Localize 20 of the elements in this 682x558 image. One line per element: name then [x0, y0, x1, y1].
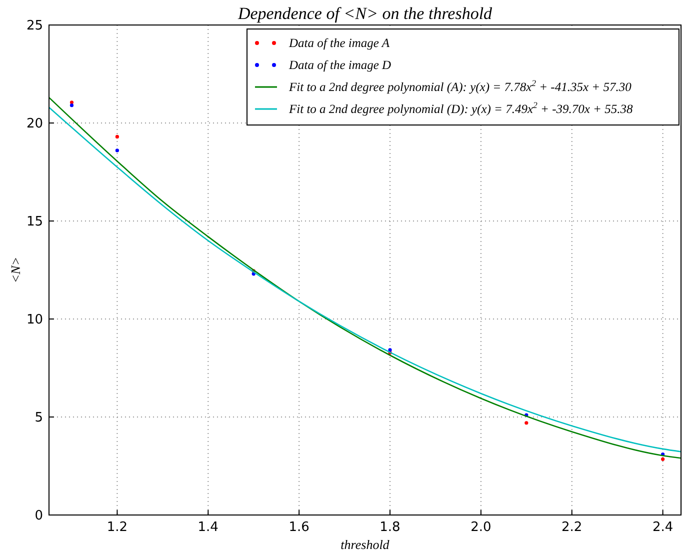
x-tick-label: 2.2 [562, 520, 582, 535]
legend-label: Data of the image A [288, 36, 390, 50]
x-tick-label: 2.0 [470, 520, 492, 535]
legend-label: Data of the image D [288, 58, 392, 72]
x-tick-label: 1.6 [288, 520, 310, 535]
x-tick-label: 1.2 [106, 520, 128, 535]
y-tick-label: 15 [26, 214, 43, 230]
chart-title: Dependence of <N> on the threshold [236, 4, 493, 23]
x-tick-label: 1.4 [198, 520, 218, 535]
y-tick-label: 10 [26, 312, 43, 328]
y-tick-label: 0 [34, 508, 43, 524]
x-axis-title: threshold [340, 537, 390, 552]
x-tick-label: 1.8 [380, 520, 400, 535]
y-axis-title: <N> [8, 256, 23, 284]
legend-label: Fit to a 2nd degree polynomial (A): y(x) = 7.78x$^{2}$ + -41.35x + 57.30 [288, 78, 632, 94]
legend-label: Fit to a 2nd degree polynomial (D): y(x) = 7.49x$^{2}$ + -39.70x + 55.38 [288, 100, 634, 116]
x-tick-label: 2.4 [652, 520, 674, 535]
y-tick-label: 25 [26, 18, 43, 34]
y-tick-label: 5 [34, 410, 43, 426]
y-tick-label: 20 [26, 116, 43, 132]
